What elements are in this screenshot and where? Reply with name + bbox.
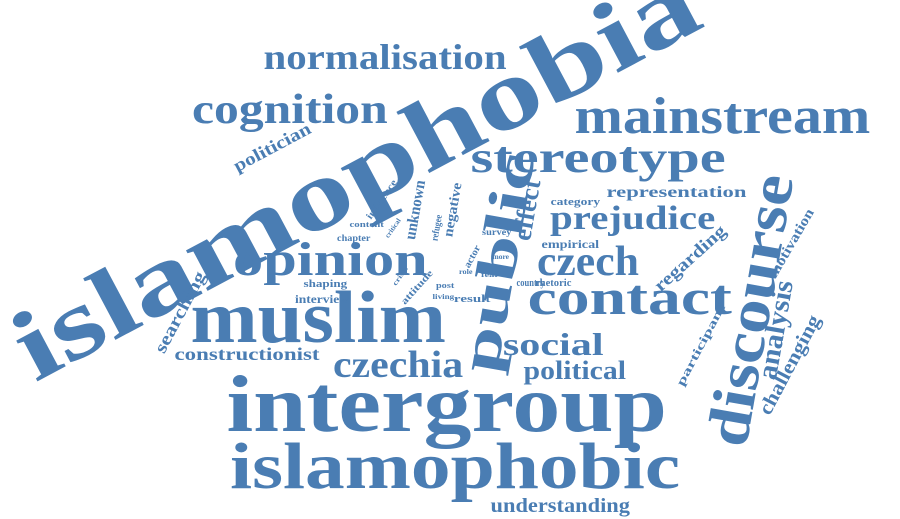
word-interview: interview	[295, 292, 349, 306]
word-shaping: shaping	[303, 277, 347, 290]
word-category: category	[550, 197, 600, 208]
word-muslim: muslim	[190, 277, 446, 359]
word-opinion: opinion	[232, 233, 428, 286]
word-living: living	[432, 292, 454, 301]
word-contact: contact	[527, 269, 732, 325]
word-islamophobic: islamophobic	[230, 430, 681, 503]
word-prejudice: prejudice	[549, 200, 715, 237]
word-intergroup: intergroup	[225, 361, 667, 449]
word-rhetoric: rhetoric	[534, 278, 572, 289]
word-political: political	[523, 356, 627, 385]
word-normalisation: normalisation	[263, 37, 507, 77]
word-stereotype: stereotype	[470, 133, 726, 182]
word-role: role	[459, 267, 473, 276]
word-refugee: refugee	[429, 213, 445, 242]
word-czech: czech	[536, 239, 639, 285]
word-negative: negative	[441, 181, 466, 239]
word-czechia: czechia	[332, 344, 464, 386]
word-survey: survey	[482, 226, 512, 237]
word-chapter: chapter	[337, 232, 371, 243]
word-more: more	[491, 252, 509, 261]
word-constructionist: constructionist	[174, 344, 320, 364]
word-empirical: empirical	[541, 237, 599, 251]
word-content: content	[348, 220, 384, 229]
word-fear: fear	[480, 270, 500, 279]
word-social: social	[502, 326, 604, 362]
word-result: result	[453, 294, 491, 305]
word-country: country	[516, 278, 545, 289]
word-understanding: understanding	[490, 495, 630, 517]
word-representation: representation	[606, 184, 746, 201]
word-mainstream: mainstream	[574, 88, 870, 145]
word-cognition: cognition	[192, 87, 388, 133]
word-post: post	[435, 281, 455, 290]
